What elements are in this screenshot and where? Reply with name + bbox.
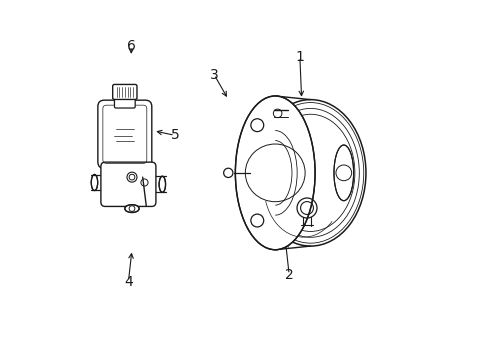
Text: 1: 1 [295,50,304,64]
FancyBboxPatch shape [101,162,156,206]
Text: 4: 4 [124,275,133,289]
Ellipse shape [124,204,139,212]
Ellipse shape [91,175,98,190]
Ellipse shape [333,145,353,201]
FancyBboxPatch shape [114,96,135,108]
FancyBboxPatch shape [112,85,137,99]
Ellipse shape [235,96,314,250]
Text: 5: 5 [170,129,179,142]
FancyBboxPatch shape [98,100,151,168]
Text: 3: 3 [209,68,218,82]
Ellipse shape [159,176,165,192]
Text: 6: 6 [126,39,136,53]
Text: 2: 2 [284,268,293,282]
